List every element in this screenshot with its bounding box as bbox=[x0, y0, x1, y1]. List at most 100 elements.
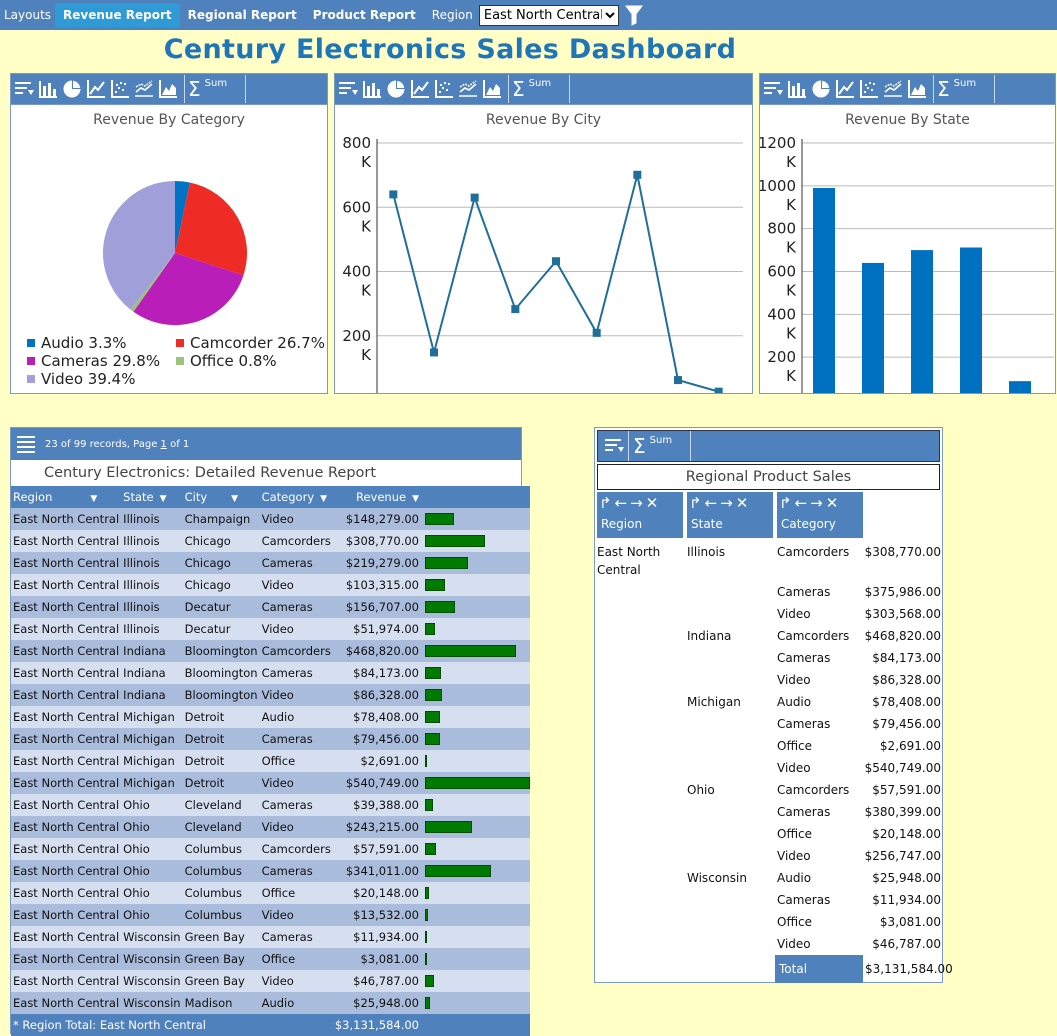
column-header-region[interactable]: Region ▼ bbox=[11, 486, 122, 508]
filter-icon[interactable] bbox=[624, 4, 643, 26]
cell-category: Cameras bbox=[259, 860, 333, 882]
toolbar-separator bbox=[184, 75, 185, 103]
table-row[interactable]: East North Central Wisconsin Madison Audio $… bbox=[11, 992, 530, 1014]
table-row[interactable]: East North Central Wisconsin Green Bay Came… bbox=[11, 926, 530, 948]
sum-button[interactable]: Σ Sum bbox=[937, 78, 976, 100]
scatter-chart-icon[interactable] bbox=[433, 78, 455, 100]
toolbar-separator bbox=[690, 431, 692, 461]
y-tick-label-line: K bbox=[786, 153, 797, 171]
move-right-icon[interactable]: → bbox=[630, 494, 644, 512]
revenue-bar bbox=[425, 667, 442, 679]
move-left-icon[interactable]: ← bbox=[704, 494, 719, 512]
tab-revenue-report[interactable]: Revenue Report bbox=[55, 3, 180, 27]
table-row[interactable]: East North Central Ohio Columbus Office $20,… bbox=[11, 882, 530, 904]
regional-product-sales: Σ Sum Regional Product Sales ↱ ← → ✕ Region ↱ ←… bbox=[594, 427, 953, 983]
line-chart-icon[interactable] bbox=[85, 78, 107, 100]
table-row[interactable]: East North Central Illinois Chicago Cameras… bbox=[11, 552, 530, 574]
sort-arrow-icon[interactable]: ▼ bbox=[90, 494, 98, 504]
table-row[interactable]: East North Central Illinois Decatur Cameras… bbox=[11, 596, 530, 618]
table-row[interactable]: East North Central Illinois Chicago Camcord… bbox=[11, 530, 530, 552]
area-chart-icon[interactable] bbox=[481, 78, 503, 100]
line-chart-icon[interactable] bbox=[409, 78, 431, 100]
column-header-state[interactable]: State ▼ bbox=[121, 486, 183, 508]
y-tick-label-line: K bbox=[361, 346, 372, 364]
pivot-icon[interactable]: ↱ bbox=[689, 494, 703, 512]
column-header-revenue[interactable]: Revenue ▼ bbox=[332, 486, 425, 508]
sort-arrow-icon[interactable]: ▼ bbox=[159, 494, 167, 504]
bar-chart-icon[interactable] bbox=[786, 78, 808, 100]
pie-chart-icon[interactable] bbox=[61, 78, 83, 100]
sort-icon[interactable] bbox=[337, 78, 359, 100]
pie-chart-icon[interactable] bbox=[810, 78, 832, 100]
table-row[interactable]: East North Central Wisconsin Green Bay Offi… bbox=[11, 948, 530, 970]
sum-button[interactable]: Σ Sum bbox=[512, 78, 551, 100]
sort-arrow-icon[interactable]: ▼ bbox=[320, 494, 328, 504]
bar-chart-icon[interactable] bbox=[361, 78, 383, 100]
sum-label: Sum bbox=[649, 434, 673, 446]
table-row[interactable]: East North Central Ohio Columbus Cameras $34… bbox=[11, 860, 530, 882]
sort-icon[interactable] bbox=[13, 78, 35, 100]
table-row[interactable]: East North Central Michigan Detroit Video $5… bbox=[11, 772, 530, 794]
area-chart-icon[interactable] bbox=[906, 78, 928, 100]
line-chart-icon[interactable] bbox=[834, 78, 856, 100]
column-header-category[interactable]: Category ▼ bbox=[259, 486, 333, 508]
sum-button[interactable]: Σ Sum bbox=[633, 434, 672, 458]
table-row[interactable]: East North Central Illinois Decatur Video $5… bbox=[11, 618, 530, 640]
category-value: $3,081.00 bbox=[879, 915, 941, 929]
table-row[interactable]: East North Central Michigan Detroit Cameras… bbox=[11, 728, 530, 750]
bar-chart-icon[interactable] bbox=[37, 78, 59, 100]
table-row[interactable]: East North Central Michigan Detroit Office $… bbox=[11, 750, 530, 772]
region-select[interactable]: East North Central bbox=[478, 4, 619, 26]
table-row[interactable]: East North Central Indiana Bloomington Came… bbox=[11, 662, 530, 684]
category-name: Audio bbox=[777, 695, 812, 709]
move-right-icon[interactable]: → bbox=[720, 494, 734, 512]
pie-chart-icon[interactable] bbox=[385, 78, 407, 100]
cell-region: East North Central bbox=[11, 706, 122, 728]
menu-icon[interactable] bbox=[15, 433, 37, 455]
table-row[interactable]: East North Central Ohio Columbus Video $13,5… bbox=[11, 904, 530, 926]
y-tick-label-line: K bbox=[786, 239, 797, 257]
table-row[interactable]: East North Central Illinois Champaign Video… bbox=[11, 508, 530, 530]
sum-button[interactable]: Σ Sum bbox=[188, 78, 227, 100]
page-link[interactable]: 1 bbox=[160, 438, 167, 450]
sort-arrow-icon[interactable]: ▼ bbox=[412, 494, 419, 504]
cell-category: Video bbox=[259, 904, 333, 926]
column-header-city[interactable]: City ▼ bbox=[182, 486, 260, 508]
remove-icon[interactable]: ✕ bbox=[825, 494, 840, 512]
sort-icon[interactable] bbox=[603, 435, 625, 457]
table-row[interactable]: East North Central Indiana Bloomington Vide… bbox=[11, 684, 530, 706]
chart-title: Revenue By Category bbox=[93, 112, 245, 128]
sort-icon[interactable] bbox=[762, 78, 784, 100]
move-left-icon[interactable]: ← bbox=[614, 494, 629, 512]
move-left-icon[interactable]: ← bbox=[794, 494, 809, 512]
table-row[interactable]: East North Central Ohio Columbus Camcorders… bbox=[11, 838, 530, 860]
y-tick-label-line: K bbox=[361, 282, 372, 300]
cell-revenue-bar bbox=[425, 684, 530, 706]
tab-product-report[interactable]: Product Report bbox=[312, 8, 416, 22]
table-row[interactable]: East North Central Michigan Detroit Audio $7… bbox=[11, 706, 530, 728]
table-row[interactable]: East North Central Ohio Cleveland Cameras $3… bbox=[11, 794, 530, 816]
table-row[interactable]: East North Central Illinois Chicago Video $1… bbox=[11, 574, 530, 596]
cell-state: Ohio bbox=[121, 904, 183, 926]
cell-category: Cameras bbox=[259, 794, 333, 816]
table-row[interactable]: East North Central Indiana Bloomington Camc… bbox=[11, 640, 530, 662]
pivot-icon[interactable]: ↱ bbox=[599, 494, 613, 512]
data-point bbox=[552, 257, 560, 266]
remove-icon[interactable]: ✕ bbox=[735, 494, 750, 512]
scatter-chart-icon[interactable] bbox=[858, 78, 880, 100]
multi-line-chart-icon[interactable] bbox=[133, 78, 155, 100]
scatter-chart-icon[interactable] bbox=[109, 78, 131, 100]
pivot-icon[interactable]: ↱ bbox=[779, 494, 793, 512]
records-text: 23 of 99 records, Page bbox=[45, 438, 161, 450]
multi-line-chart-icon[interactable] bbox=[457, 78, 479, 100]
remove-icon[interactable]: ✕ bbox=[645, 494, 660, 512]
move-right-icon[interactable]: → bbox=[810, 494, 824, 512]
multi-line-chart-icon[interactable] bbox=[882, 78, 904, 100]
tab-regional-report[interactable]: Regional Report bbox=[187, 8, 297, 22]
toolbar-separator bbox=[628, 431, 629, 461]
sort-arrow-icon[interactable]: ▼ bbox=[231, 494, 239, 504]
total-value: $3,131,584.00 bbox=[865, 962, 953, 976]
table-row[interactable]: East North Central Wisconsin Green Bay Vide… bbox=[11, 970, 530, 992]
table-row[interactable]: East North Central Ohio Cleveland Video $243… bbox=[11, 816, 530, 838]
area-chart-icon[interactable] bbox=[157, 78, 179, 100]
